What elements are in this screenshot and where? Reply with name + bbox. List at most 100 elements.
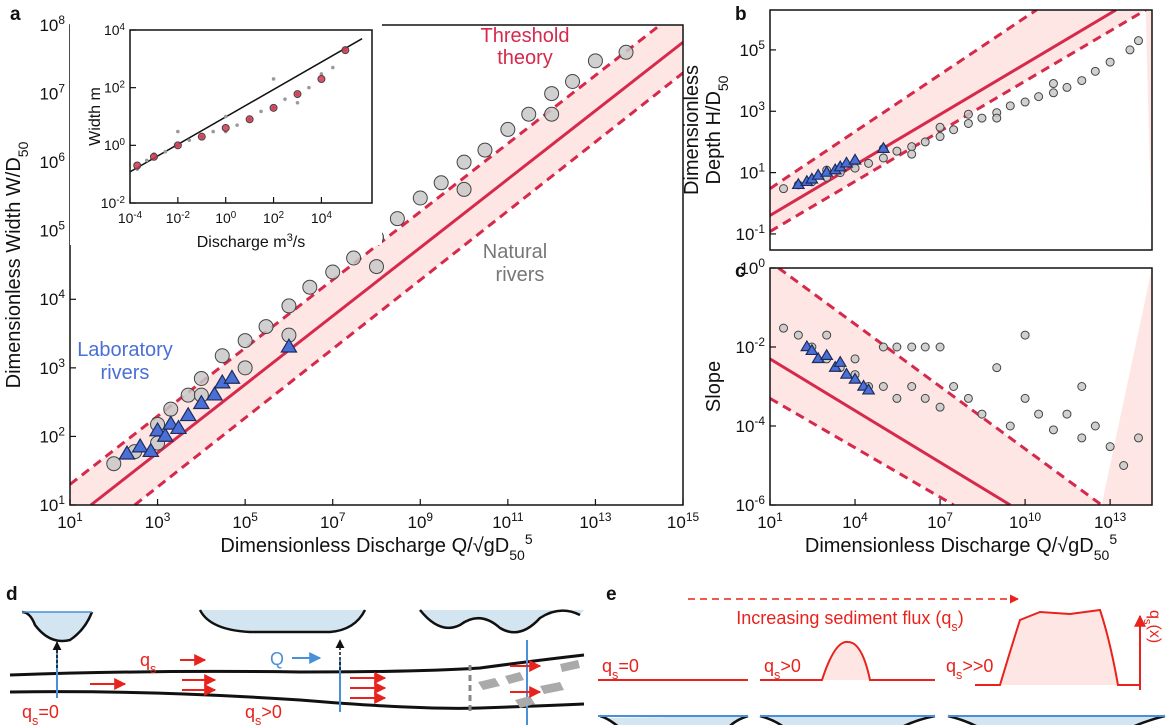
point bbox=[907, 142, 917, 152]
lab-marker bbox=[848, 372, 862, 384]
flux-profile bbox=[760, 640, 935, 681]
point bbox=[878, 382, 888, 391]
point bbox=[237, 360, 253, 376]
flux-label: qs bbox=[140, 650, 156, 676]
point bbox=[977, 113, 987, 123]
lab-marker bbox=[848, 153, 862, 165]
line bbox=[770, 357, 1012, 505]
point bbox=[935, 132, 945, 142]
annotation: rivers bbox=[101, 362, 150, 384]
point bbox=[1048, 88, 1058, 98]
flux-fill bbox=[760, 641, 935, 680]
y-tick-label: 103 bbox=[739, 99, 765, 121]
cross-section bbox=[200, 610, 365, 632]
point bbox=[992, 363, 1002, 373]
point bbox=[521, 106, 537, 122]
cross-section bbox=[22, 612, 92, 641]
lab-marker bbox=[156, 427, 174, 442]
point bbox=[1105, 57, 1115, 67]
flux-profile bbox=[975, 608, 1140, 686]
point bbox=[133, 161, 142, 170]
point bbox=[822, 330, 832, 340]
point bbox=[1005, 421, 1015, 431]
cross-section bbox=[419, 609, 581, 634]
x-tick-label: 104 bbox=[311, 210, 333, 227]
point bbox=[1077, 382, 1087, 391]
x-tick-label: 107 bbox=[320, 510, 346, 532]
point bbox=[963, 393, 973, 403]
point bbox=[935, 342, 945, 352]
bars bbox=[478, 660, 580, 708]
point bbox=[920, 342, 930, 352]
point bbox=[346, 250, 362, 266]
case-label: qs>0 bbox=[764, 656, 801, 682]
inset-background bbox=[70, 22, 382, 245]
dashed-line bbox=[770, 10, 1147, 233]
bar-deposit bbox=[515, 696, 535, 708]
panel-label: d bbox=[6, 584, 18, 605]
point bbox=[433, 175, 449, 191]
point bbox=[341, 46, 350, 55]
point bbox=[1020, 393, 1030, 403]
x-tick-label: 105 bbox=[232, 510, 258, 532]
chart: 10-1 101 103 105 Dimensionless Depth H/D50 b bbox=[681, 4, 1153, 251]
point bbox=[1119, 461, 1129, 470]
x-tick-label: 1013 bbox=[1094, 510, 1127, 532]
dashed-line bbox=[770, 397, 955, 505]
point bbox=[949, 125, 959, 135]
point bbox=[1048, 425, 1058, 435]
point bbox=[1062, 409, 1072, 419]
discharge-label: Q bbox=[270, 649, 284, 669]
threshold-band bbox=[770, 268, 1152, 505]
lab-marker bbox=[280, 338, 298, 353]
lab-marker bbox=[142, 442, 160, 458]
trend-label: Increasing sediment flux (qs) bbox=[736, 608, 963, 634]
point bbox=[412, 190, 428, 206]
point bbox=[544, 86, 560, 102]
point bbox=[1090, 66, 1100, 76]
point bbox=[1062, 82, 1072, 92]
y-axis-label: Slope bbox=[703, 361, 725, 412]
line bbox=[89, 41, 683, 505]
point bbox=[144, 158, 149, 163]
point bbox=[176, 129, 180, 134]
plot-area bbox=[770, 268, 1152, 505]
point bbox=[237, 333, 253, 349]
dashed-line bbox=[777, 268, 1103, 505]
x-tick-label: 10-2 bbox=[166, 210, 190, 227]
lab-marker bbox=[148, 421, 167, 437]
y-tick-label: 105 bbox=[39, 219, 65, 241]
flux-label: qs>0 bbox=[245, 702, 282, 725]
point bbox=[221, 123, 230, 132]
lab-marker bbox=[162, 415, 180, 430]
lab-marker bbox=[876, 141, 891, 153]
annotation: theory bbox=[497, 47, 553, 69]
plot-area bbox=[770, 10, 1152, 250]
point bbox=[1077, 76, 1087, 86]
point bbox=[500, 121, 516, 137]
x-tick-label: 101 bbox=[757, 510, 783, 532]
y-axis-label: Dimensionless Width W/D50 bbox=[3, 141, 31, 388]
panel-label: c bbox=[735, 261, 746, 282]
x-axis-label: Dimensionless Discharge Q/√gD505 bbox=[805, 531, 1117, 563]
point bbox=[149, 152, 158, 161]
threshold-band bbox=[770, 10, 1152, 250]
point bbox=[1133, 36, 1143, 46]
point bbox=[1133, 433, 1143, 443]
lab-marker bbox=[192, 394, 211, 410]
point bbox=[173, 141, 182, 150]
chart: 10-4 10-2 100 102 10410-2100102104Discharge … bbox=[70, 21, 382, 251]
point bbox=[293, 90, 302, 99]
plot-area bbox=[70, 25, 683, 505]
point bbox=[892, 342, 902, 352]
point bbox=[963, 118, 973, 128]
point bbox=[963, 109, 973, 119]
point bbox=[456, 154, 472, 170]
y-tick-label: 104 bbox=[39, 287, 65, 309]
point bbox=[977, 409, 987, 419]
point bbox=[1034, 409, 1044, 419]
point bbox=[779, 184, 789, 194]
point bbox=[317, 74, 326, 83]
point bbox=[477, 142, 493, 158]
point bbox=[565, 73, 581, 89]
